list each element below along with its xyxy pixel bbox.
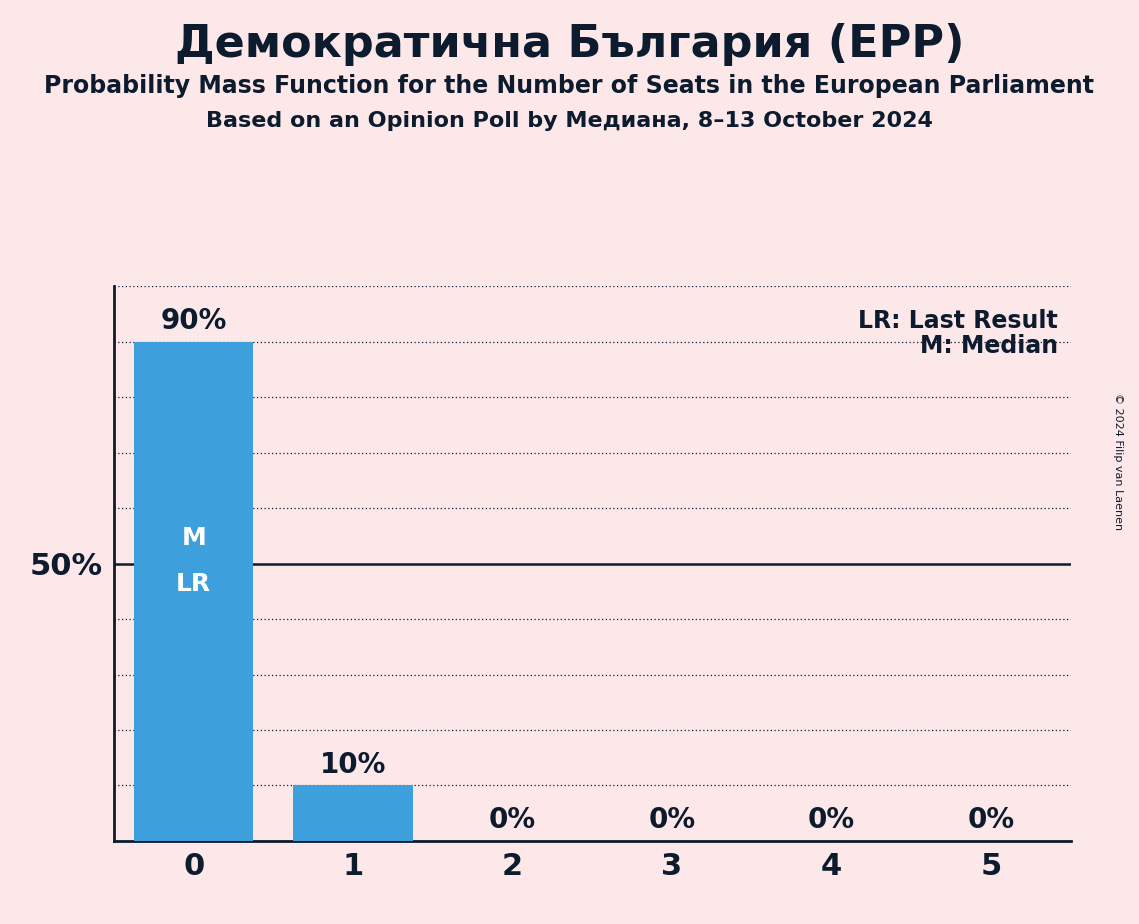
Text: 90%: 90% — [161, 307, 227, 335]
Text: M: Median: M: Median — [920, 334, 1058, 358]
Text: 0%: 0% — [967, 806, 1015, 834]
Text: 0%: 0% — [648, 806, 696, 834]
Text: 10%: 10% — [320, 750, 386, 779]
Text: © 2024 Filip van Laenen: © 2024 Filip van Laenen — [1114, 394, 1123, 530]
Text: Probability Mass Function for the Number of Seats in the European Parliament: Probability Mass Function for the Number… — [44, 74, 1095, 98]
Text: 0%: 0% — [808, 806, 855, 834]
Text: Демократична България (EPP): Демократична България (EPP) — [174, 23, 965, 67]
Text: 0%: 0% — [489, 806, 536, 834]
Text: LR: Last Result: LR: Last Result — [858, 309, 1058, 333]
Text: LR: LR — [177, 572, 211, 596]
Bar — [134, 342, 253, 841]
Bar — [294, 785, 412, 841]
Text: M: M — [181, 526, 206, 550]
Text: Based on an Opinion Poll by Медиана, 8–13 October 2024: Based on an Opinion Poll by Медиана, 8–1… — [206, 111, 933, 131]
